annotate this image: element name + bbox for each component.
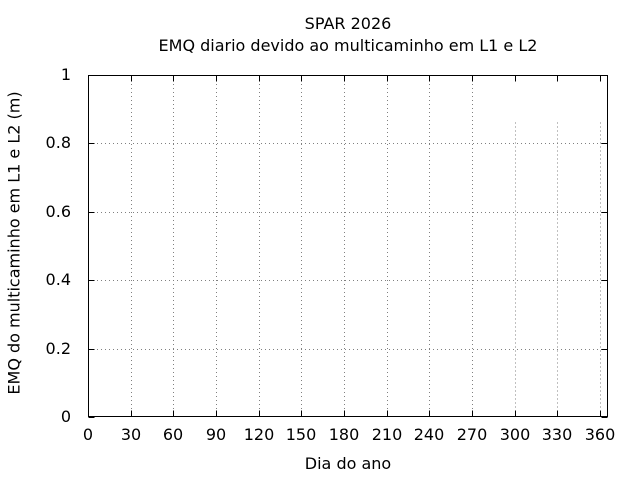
x-tick-label: 0 (82, 425, 94, 444)
y-tick-label: 0.2 (45, 339, 71, 358)
y-tick-label: 1 (60, 65, 71, 84)
y-tick-label: 0.6 (45, 202, 71, 221)
x-tick-label: 330 (541, 425, 573, 444)
chart-title: SPAR 2026 (304, 14, 392, 33)
chart-subtitle: EMQ diario devido ao multicaminho em L1 … (158, 36, 538, 55)
x-tick-label: 180 (328, 425, 360, 444)
x-tick-label: 90 (205, 425, 227, 444)
x-tick-label: 360 (584, 425, 616, 444)
y-tick-label: 0.4 (45, 270, 71, 289)
y-tick-label: 0.8 (45, 133, 71, 152)
x-tick-label: 120 (243, 425, 275, 444)
x-tick-label: 270 (456, 425, 488, 444)
x-tick-label: 60 (162, 425, 184, 444)
x-axis-label: Dia do ano (304, 454, 392, 473)
x-tick-label: 150 (285, 425, 317, 444)
plot-border (88, 75, 608, 417)
x-tick-label: 210 (371, 425, 403, 444)
x-tick-label: 30 (120, 425, 142, 444)
x-tick-label: 300 (499, 425, 531, 444)
x-tick-label: 240 (413, 425, 445, 444)
y-tick-label: 0 (60, 407, 71, 426)
